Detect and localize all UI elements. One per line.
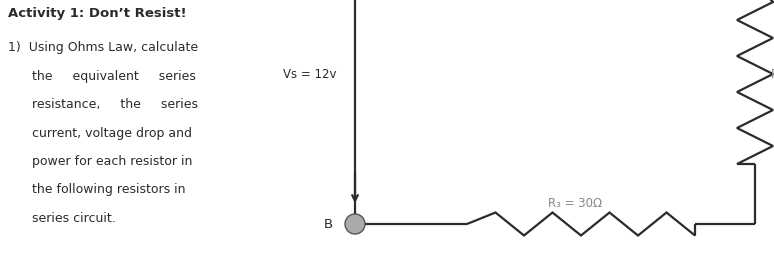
Circle shape — [345, 214, 365, 234]
Text: Vs = 12v: Vs = 12v — [283, 68, 337, 81]
Text: B: B — [324, 218, 333, 230]
Text: R₃ = 30Ω: R₃ = 30Ω — [548, 197, 602, 210]
Text: R₂ = 20Ω: R₂ = 20Ω — [771, 68, 774, 81]
Text: 1)  Using Ohms Law, calculate: 1) Using Ohms Law, calculate — [8, 41, 198, 54]
Text: power for each resistor in: power for each resistor in — [8, 155, 193, 168]
Text: Activity 1: Don’t Resist!: Activity 1: Don’t Resist! — [8, 7, 187, 20]
Text: resistance,     the     series: resistance, the series — [8, 98, 198, 111]
Text: the following resistors in: the following resistors in — [8, 184, 186, 196]
Text: series circuit.: series circuit. — [8, 212, 116, 225]
Text: current, voltage drop and: current, voltage drop and — [8, 126, 192, 140]
Text: the     equivalent     series: the equivalent series — [8, 69, 196, 83]
